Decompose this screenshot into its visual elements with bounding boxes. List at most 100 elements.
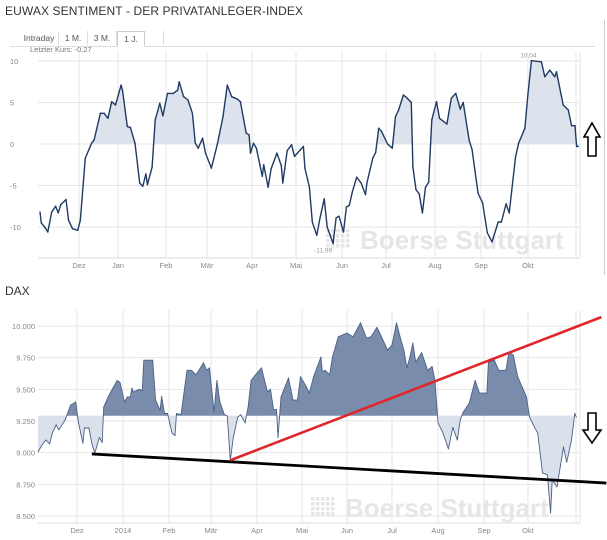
watermark-dot [331, 234, 335, 238]
series-segment [159, 395, 163, 411]
x-tick-label: 2014 [115, 526, 132, 535]
series-segment [481, 202, 488, 234]
y-tick-label: 8.500 [16, 512, 35, 521]
series-segment [455, 92, 461, 110]
tab-3m[interactable]: 3 M. [88, 31, 117, 45]
series-segment [267, 388, 271, 393]
watermark-dot [321, 512, 325, 516]
watermark-dot [326, 502, 330, 506]
series-segment [410, 101, 414, 168]
series-segment [544, 69, 551, 78]
series-segment [107, 380, 118, 398]
watermark-dot [341, 244, 345, 248]
series-segment [255, 367, 262, 376]
series-segment [98, 437, 103, 443]
series-segment [562, 104, 569, 111]
series-segment [229, 437, 234, 461]
series-segment [477, 192, 484, 204]
watermark-dot [326, 229, 330, 233]
watermark-dot [346, 234, 350, 238]
series-segment [252, 142, 258, 149]
watermark-dot [346, 244, 350, 248]
series-segment [159, 102, 164, 117]
series-segment [326, 226, 334, 245]
series-segment [191, 112, 197, 144]
y-tick-label: 9.500 [16, 385, 35, 394]
series-segment [305, 386, 310, 394]
series-segment [232, 416, 239, 438]
watermark-dot [316, 497, 320, 501]
series-segment [247, 380, 252, 408]
series-segment [380, 130, 389, 145]
series-segment [223, 414, 228, 417]
watermark-dot [326, 239, 330, 243]
series-segment [486, 361, 489, 394]
series-segment [230, 95, 239, 100]
series-segment [396, 322, 402, 341]
series-segment [405, 96, 412, 104]
series-segment [131, 387, 134, 393]
series-segment [213, 380, 218, 413]
series-segment [103, 396, 109, 408]
tab-1j[interactable]: 1 J. [117, 31, 145, 47]
series-segment [146, 166, 153, 186]
watermark-dot [346, 239, 350, 243]
series-segment [351, 176, 358, 193]
series-segment [55, 424, 60, 431]
series-segment [277, 396, 282, 438]
watermark-dot [336, 234, 340, 238]
series-segment [250, 374, 256, 381]
series-segment [91, 442, 96, 454]
series-segment [512, 354, 519, 378]
series-segment [316, 218, 321, 237]
series-segment [37, 444, 43, 453]
tab-extra[interactable] [145, 31, 164, 45]
series-segment [248, 134, 252, 154]
series-segment [534, 426, 539, 434]
series-segment [76, 219, 82, 232]
x-tick-label: Mär [205, 526, 218, 535]
watermark-text: Boerse Stuttgart [360, 225, 564, 255]
series-segment [447, 426, 454, 450]
series-segment [412, 166, 417, 191]
series-segment [75, 401, 79, 424]
series-segment [64, 404, 71, 421]
dax-title: DAX [5, 284, 30, 298]
x-tick-label: Apr [246, 261, 258, 270]
series-segment [563, 446, 568, 463]
series-segment [549, 69, 556, 78]
series-segment [406, 357, 411, 369]
series-segment [151, 119, 156, 168]
watermark-dot [316, 507, 320, 511]
y-tick-label: 9.750 [16, 354, 35, 363]
x-tick-label: Okt [522, 526, 535, 535]
watermark-text: Boerse Stuttgart [345, 493, 549, 523]
series-segment [370, 326, 378, 338]
series-segment [239, 100, 247, 134]
series-segment [378, 127, 383, 133]
series-segment [555, 71, 564, 106]
watermark-dot [331, 497, 335, 501]
range-tabs: Intraday 1 M. 3 M. 1 J. [10, 31, 595, 47]
tab-1m[interactable]: 1 M. [59, 31, 88, 45]
dax-chart: 10.000 9.750 9.500 9.250 9.000 8.750 8.500 Dez 2… [12, 310, 607, 535]
series-segment [172, 89, 179, 95]
x-tick-label: Okt [522, 261, 535, 270]
x-tick-label: Jan [112, 261, 124, 270]
series-segment [313, 356, 322, 378]
series-segment [348, 191, 353, 207]
watermark-dot [331, 512, 335, 516]
series-segment [178, 81, 185, 98]
series-segment [574, 412, 577, 418]
series-segment [529, 416, 535, 428]
tab-intraday[interactable]: Intraday [20, 31, 59, 45]
series-segment [101, 406, 105, 443]
watermark-dot [331, 229, 335, 233]
watermark-dot [336, 244, 340, 248]
series-segment [226, 415, 231, 461]
series-segment [323, 198, 328, 228]
watermark-dot [326, 497, 330, 501]
x-tick-label: Dez [72, 261, 86, 270]
series-segment [372, 151, 377, 159]
